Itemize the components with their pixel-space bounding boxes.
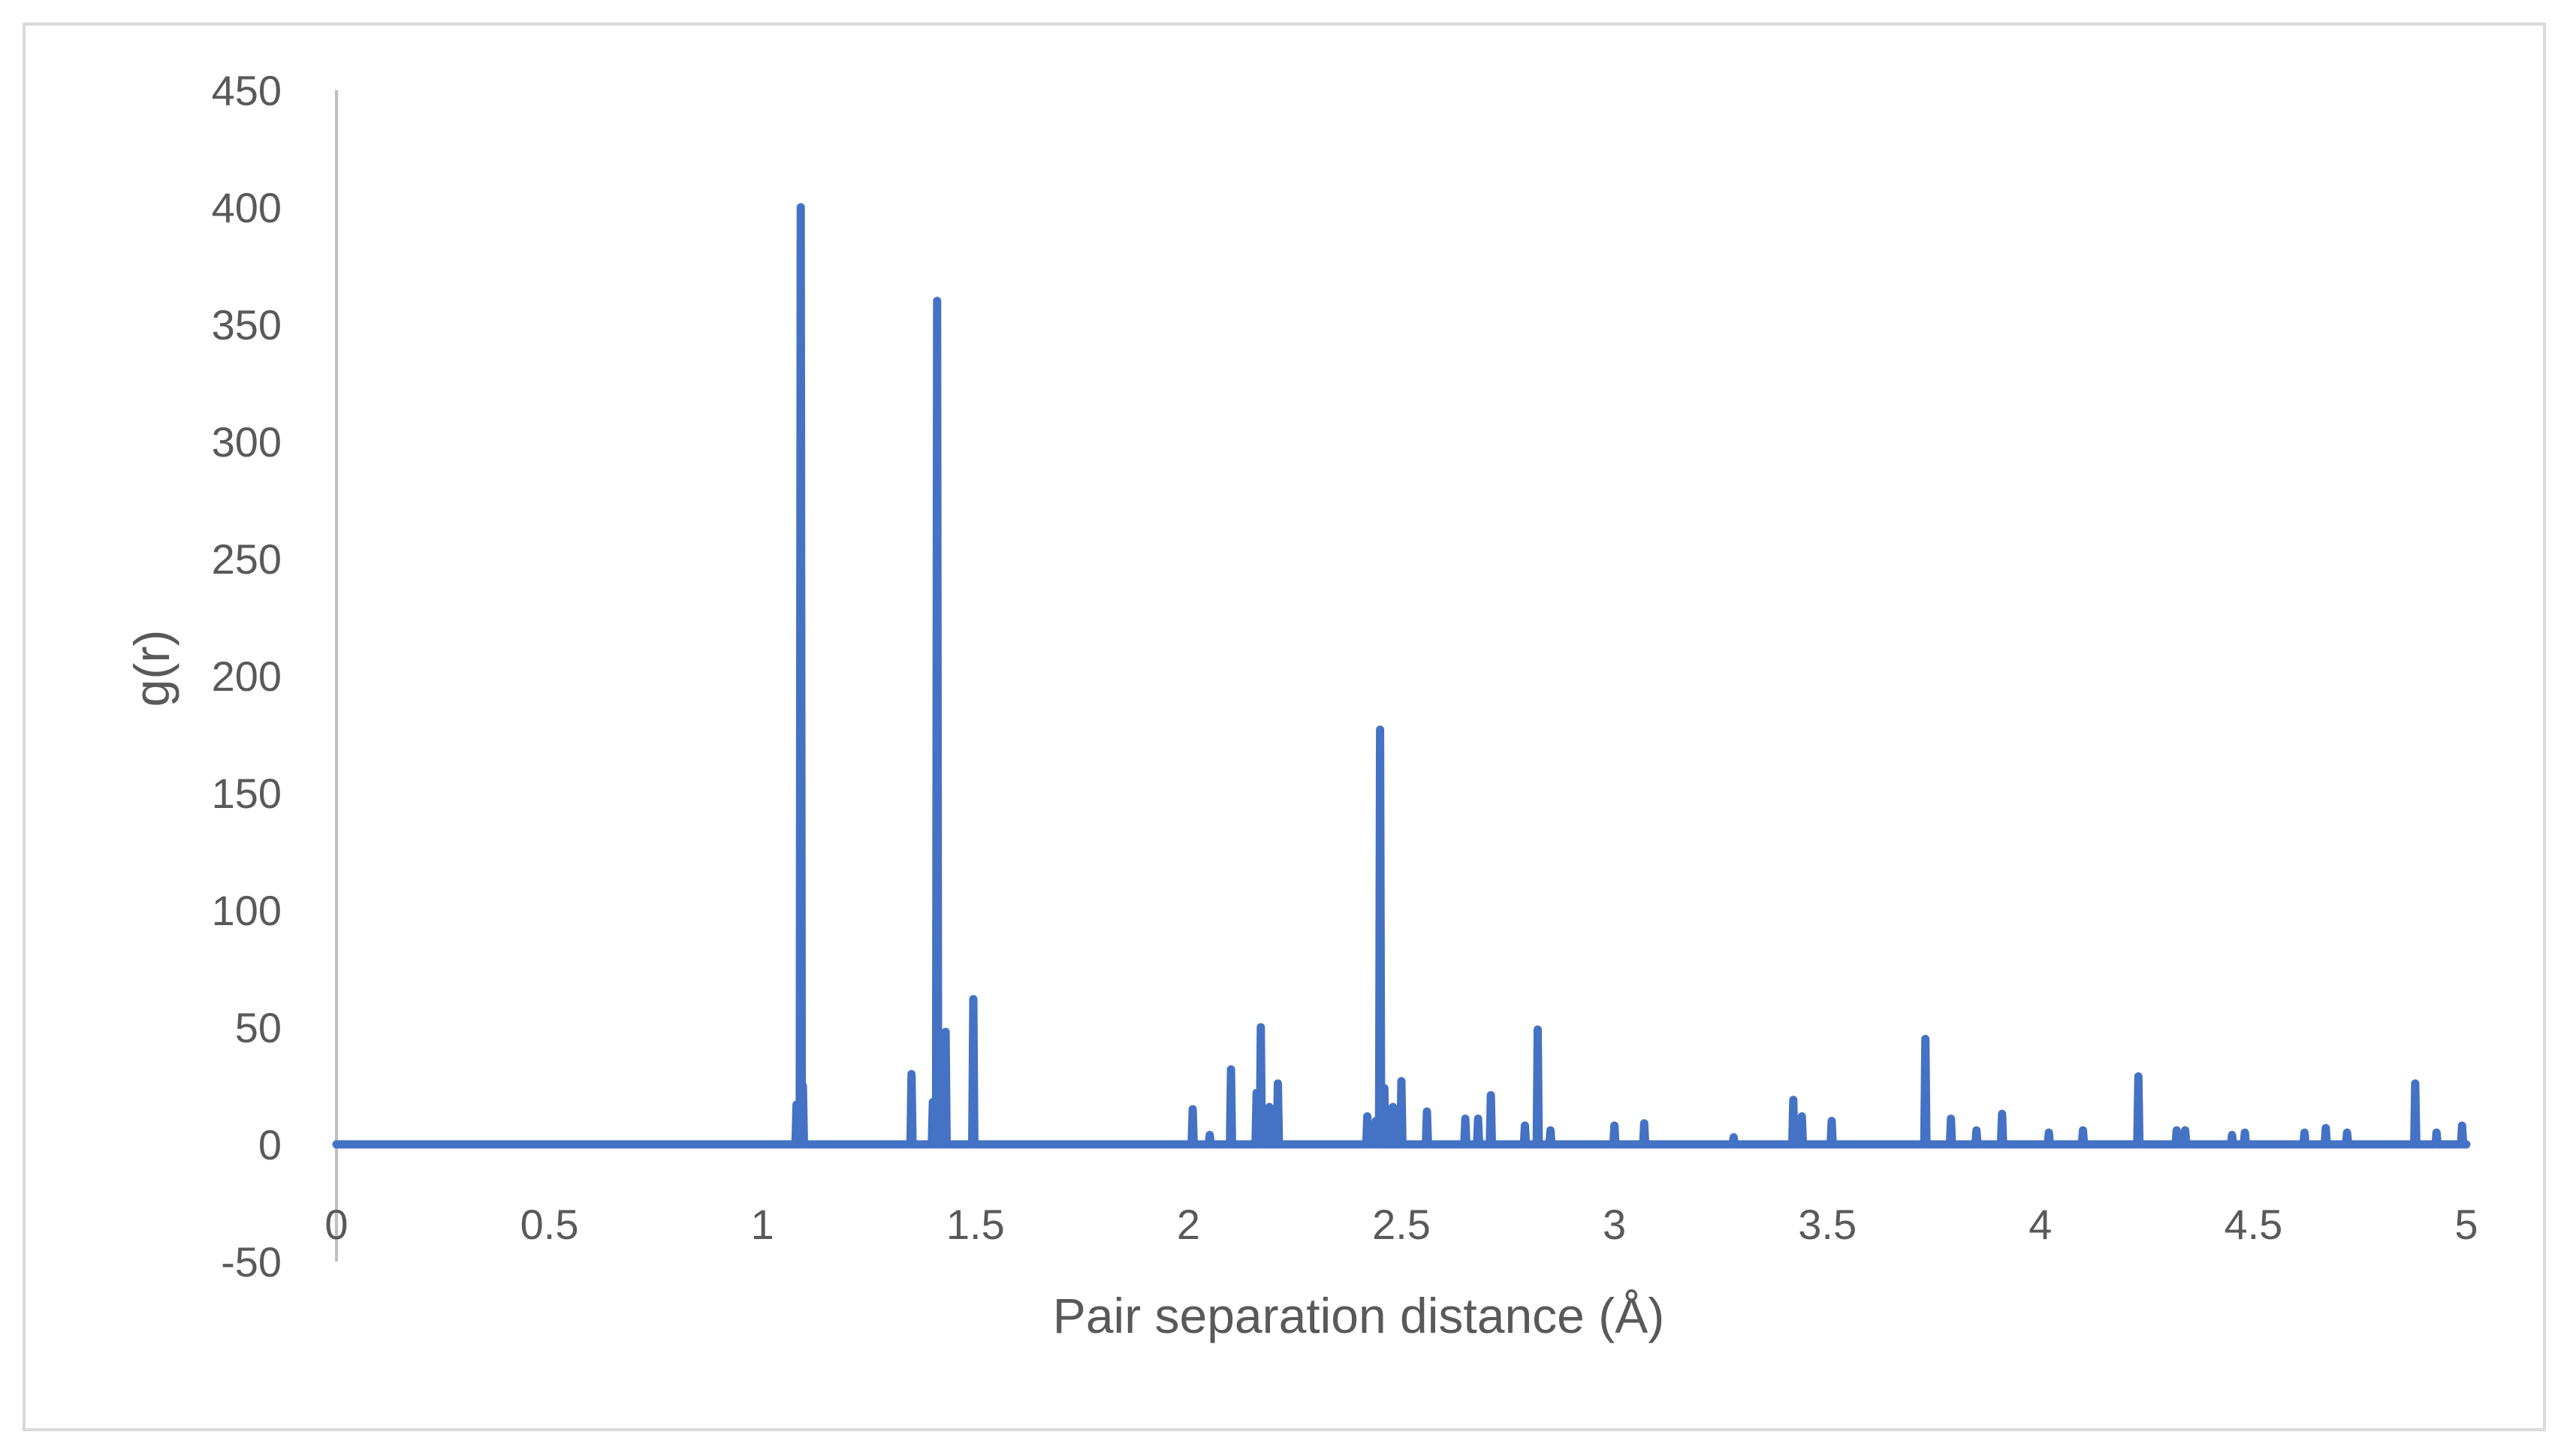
y-tick-label: 350 [212,301,282,348]
x-tick-label: 1.5 [946,1201,1005,1248]
x-tick-label: 1 [751,1201,774,1248]
x-tick-label: 4 [2029,1201,2052,1248]
y-tick-label: 200 [212,653,282,700]
x-tick-label: 4.5 [2224,1201,2282,1248]
y-tick-label: 150 [212,770,282,817]
y-tick-label: 400 [212,184,282,231]
x-tick-labels: 0 0.5 1 1.5 2 2.5 3 3.5 4 4.5 5 [324,1201,2478,1248]
x-tick-label: 2.5 [1372,1201,1431,1248]
x-tick-label: 5 [2454,1201,2478,1248]
x-tick-label: 0 [324,1201,348,1248]
y-tick-labels: -50 0 50 100 150 200 250 300 350 400 450 [212,67,282,1286]
y-tick-label: 50 [235,1004,282,1051]
y-axis-title: g(r) [124,630,179,707]
y-tick-label: -50 [221,1238,282,1286]
series-line [332,203,2471,1149]
y-tick-label: 250 [212,535,282,583]
y-tick-label: 300 [212,418,282,466]
chart-frame [23,23,2546,1431]
x-tick-label: 2 [1177,1201,1200,1248]
y-tick-label: 0 [258,1121,282,1168]
x-tick-label: 3.5 [1798,1201,1857,1248]
x-tick-label: 3 [1603,1201,1626,1248]
x-axis-title: Pair separation distance (Å) [1053,1288,1664,1343]
x-tick-label: 0.5 [520,1201,579,1248]
y-tick-label: 100 [212,887,282,934]
y-tick-label: 450 [212,67,282,114]
